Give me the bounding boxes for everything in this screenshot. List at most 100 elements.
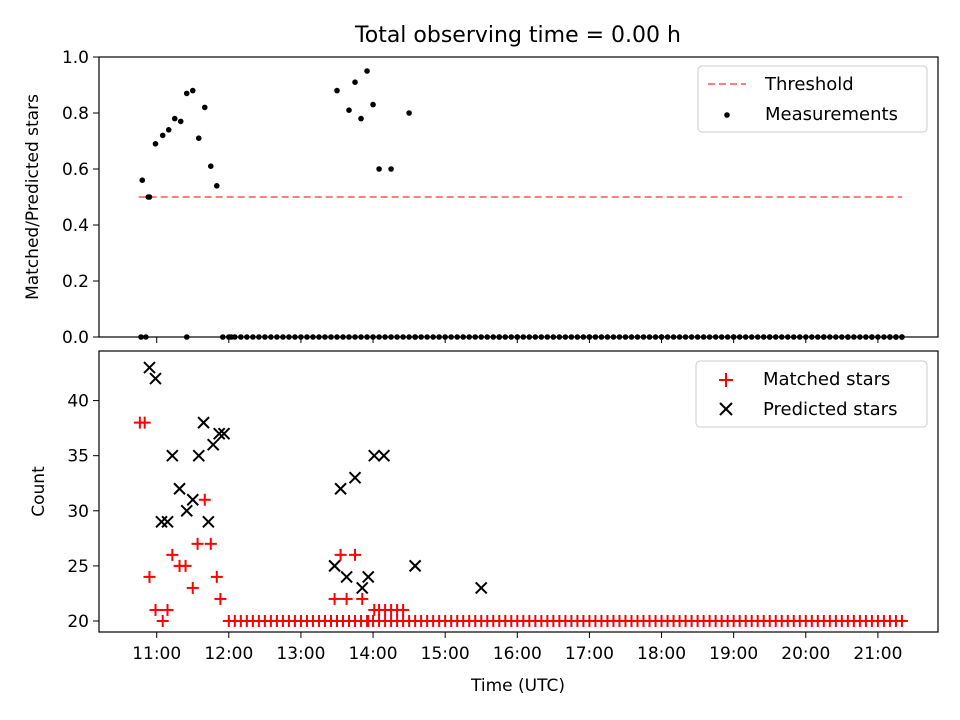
measurement-point [766,334,773,340]
measurement-point [490,334,497,340]
measurement-point [183,334,190,340]
measurement-point [244,334,250,340]
matched-point [149,603,162,616]
measurement-point [604,334,611,340]
measurement-point [364,68,370,74]
matched-point [334,548,347,561]
measurement-point [143,334,149,340]
measurement-point [262,334,268,340]
measurement-point [358,334,364,340]
measurement-point [706,334,713,340]
measurement-point [201,104,208,111]
matched-point [349,548,362,561]
bottom-legend: Matched stars Predicted stars [695,360,928,428]
measurement-point [328,334,334,340]
measurement-point [304,334,310,340]
chart-title: Total observing time = 0.00 h [354,23,681,48]
measurement-point [700,334,707,340]
predicted-point [180,504,193,517]
measurement-point [220,334,226,340]
measurement-point [646,334,653,340]
measurement-point [496,334,503,340]
predicted-point [356,581,369,595]
measurement-point [460,334,467,340]
predicted-point [197,416,210,429]
measurement-point [430,334,436,340]
predicted-point [192,449,205,462]
predicted-point [368,449,381,462]
measurement-point [388,334,394,340]
measurement-point [851,334,857,340]
measurement-point [574,334,581,340]
measurement-point [760,334,767,340]
measurement-point [502,334,509,340]
predicted-point [408,559,422,573]
predicted-point [328,559,341,573]
measurement-point [556,334,563,340]
bottom-panel: 20 25 30 35 40 11:00 12:00 13:00 14:00 15:00 16:0… [29,350,939,696]
predicted-legend-label: Predicted stars [763,399,897,420]
predicted-point [161,515,174,529]
predicted-point [173,482,186,495]
measurement-point [268,334,274,340]
matched-point [179,559,192,572]
measurement-point [754,334,761,340]
top-y-tick-label-1: 0.2 [62,272,89,292]
measurements-points [138,68,905,340]
measurement-point [472,334,479,340]
matched-point [210,570,223,583]
matched-point [166,548,179,561]
measurement-point [869,334,875,340]
predicted-point [206,438,220,451]
measurement-point [814,334,821,340]
measurement-point [610,334,617,340]
measurement-point [682,334,689,340]
top-y-tick-label-0: 0.0 [62,328,89,348]
measurement-point [827,334,833,340]
matched-point [198,493,211,506]
matched-point [328,592,341,605]
predicted-point [143,361,156,374]
bottom-legend-box [695,360,928,428]
measurement-point [742,334,749,340]
measurement-point [670,334,677,340]
measurement-point [664,334,671,340]
measurements-legend-label: Measurements [765,104,898,125]
measurement-point [418,334,424,340]
measurement-point [724,334,731,340]
measurement-point [139,177,146,183]
measurement-point [550,334,557,340]
measurement-point [694,334,701,340]
measurement-point [526,334,533,340]
measurement-point [358,115,364,122]
measurement-point [340,334,346,340]
predicted-point [212,427,226,440]
measurement-point [159,132,166,139]
measurement-point [424,334,430,340]
measurement-point [436,334,442,340]
measurement-point [718,334,725,340]
measurement-point [863,334,869,340]
measurement-point [165,127,172,133]
measurement-point [748,334,755,340]
measurement-point [394,334,400,340]
measurement-point [274,334,280,340]
measurement-point [316,334,322,340]
measurement-point [388,166,394,172]
predicted-point [166,449,179,462]
matched-point [156,614,169,627]
measurement-point [183,90,190,97]
measurement-point [292,334,298,340]
top-legend-box [697,65,928,133]
x-tick-label-0: 11:00 [132,644,181,664]
measurement-point [382,334,388,340]
measurement-point [899,334,905,340]
measurement-point [412,334,418,340]
predicted-legend-swatch [719,402,733,416]
measurement-point [857,334,863,340]
measurement-point [232,334,238,340]
measurement-point [195,135,202,141]
matched-point [214,592,227,605]
threshold-legend-label: Threshold [764,74,854,95]
measurement-point [177,118,184,125]
